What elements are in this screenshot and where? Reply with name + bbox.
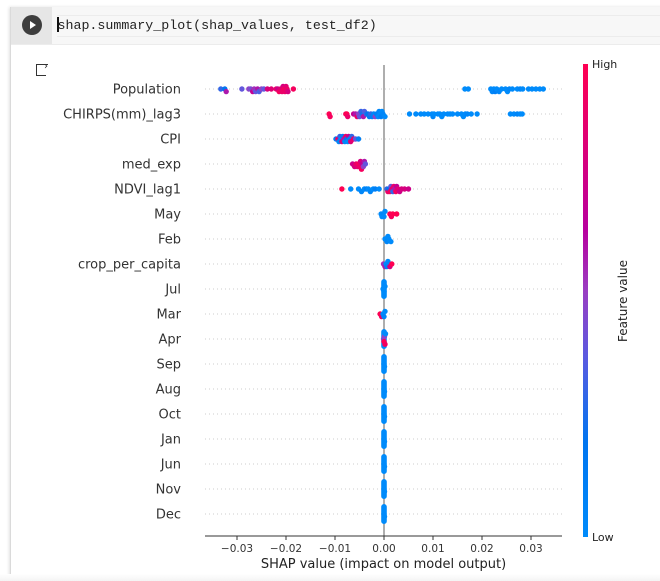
data-point — [264, 86, 271, 92]
data-point — [381, 213, 387, 220]
colorbar-high-label: High — [592, 58, 617, 71]
x-tick-label: 0.02 — [470, 543, 493, 555]
data-point — [218, 86, 224, 92]
x-tick-label: 0.01 — [421, 543, 444, 555]
colorbar-title: Feature value — [616, 260, 630, 342]
data-point — [381, 488, 388, 495]
feature-label: Nov — [156, 483, 182, 498]
data-point — [454, 111, 461, 117]
feature-label: CHIRPS(mm)_lag3 — [63, 108, 181, 123]
data-point — [441, 111, 447, 117]
data-point — [382, 341, 388, 347]
data-point — [382, 113, 388, 120]
cell-footer — [0, 574, 660, 581]
data-point — [529, 86, 535, 92]
data-point — [406, 111, 413, 117]
data-point — [382, 331, 389, 337]
feature-label: May — [154, 208, 181, 223]
data-point — [464, 111, 470, 117]
data-point — [223, 88, 229, 95]
data-point — [413, 111, 419, 117]
x-tick-label: 0.00 — [372, 543, 395, 555]
feature-label: Jan — [160, 433, 181, 448]
data-point — [290, 86, 297, 92]
x-tick-label: 0.03 — [519, 543, 542, 555]
data-point — [372, 186, 378, 192]
feature-label: Population — [113, 83, 181, 98]
play-circle-icon[interactable] — [22, 15, 42, 35]
data-point — [388, 238, 394, 245]
data-point — [465, 86, 471, 92]
code-text: shap.summary_plot(shap_values, test_df2) — [57, 18, 377, 33]
data-point — [362, 161, 369, 167]
x-axis-label: SHAP value (impact on model output) — [261, 557, 506, 572]
data-point — [382, 283, 388, 290]
feature-label: NDVI_lag1 — [114, 183, 181, 198]
feature-label: Mar — [156, 308, 181, 323]
feature-label: Oct — [159, 408, 181, 423]
data-point — [449, 111, 456, 117]
data-point — [520, 86, 526, 92]
colorbar-low-label: Low — [592, 531, 614, 544]
feature-label: Apr — [159, 333, 182, 348]
data-point — [519, 111, 525, 117]
feature-label: med_exp — [122, 158, 181, 173]
data-point — [376, 186, 382, 192]
data-point — [425, 111, 431, 117]
data-point — [498, 86, 505, 92]
data-point — [381, 388, 388, 395]
data-point — [381, 463, 388, 470]
feature-label: Jun — [160, 458, 181, 473]
data-point — [390, 211, 396, 217]
data-point — [421, 111, 427, 117]
data-point — [389, 261, 395, 267]
x-tick-label: −0.01 — [319, 543, 351, 555]
feature-labels: Population CHIRPS(mm)_lag3 CPI med_exp NDVI_… — [63, 83, 182, 523]
feature-label: Jul — [164, 283, 181, 298]
feature-label: crop_per_capita — [78, 258, 181, 273]
feature-label: CPI — [160, 133, 181, 148]
data-point — [381, 313, 387, 320]
text-cursor — [57, 17, 59, 32]
feature-label: Dec — [156, 508, 181, 523]
data-point — [348, 186, 354, 192]
data-point — [345, 113, 351, 120]
data-point — [381, 513, 388, 520]
output-arrow-icon[interactable] — [36, 61, 48, 76]
run-gutter — [11, 7, 52, 44]
data-point — [381, 438, 388, 445]
data-point — [394, 211, 400, 217]
data-point — [509, 86, 516, 92]
data-point — [431, 111, 437, 117]
data-point — [401, 186, 408, 192]
data-point — [285, 88, 291, 95]
data-point — [540, 86, 546, 92]
data-points — [218, 83, 546, 524]
data-point — [268, 86, 274, 92]
data-point — [405, 186, 412, 192]
feature-label: Sep — [156, 358, 181, 373]
data-point — [533, 86, 539, 92]
data-point — [239, 86, 245, 92]
code-editor[interactable]: shap.summary_plot(shap_values, test_df2) — [57, 15, 660, 37]
notebook-cell: shap.summary_plot(shap_values, test_df2) — [10, 7, 660, 581]
data-point — [468, 111, 474, 117]
data-point — [381, 288, 387, 295]
data-point — [381, 413, 388, 420]
x-axis-ticks: −0.03 −0.02 −0.01 0.00 0.01 0.02 0.03 — [221, 536, 543, 555]
x-tick-label: −0.03 — [221, 543, 253, 555]
data-point — [327, 113, 333, 120]
cell-code-area: shap.summary_plot(shap_values, test_df2) — [11, 7, 660, 45]
feature-label: Feb — [158, 233, 181, 248]
data-point — [382, 308, 388, 315]
x-tick-label: −0.02 — [270, 543, 302, 555]
feature-label: Aug — [156, 383, 181, 398]
data-point — [474, 111, 480, 117]
data-point — [339, 186, 345, 192]
data-point — [355, 136, 362, 142]
colorbar — [583, 64, 588, 537]
data-point — [382, 208, 388, 215]
data-point — [381, 363, 388, 370]
